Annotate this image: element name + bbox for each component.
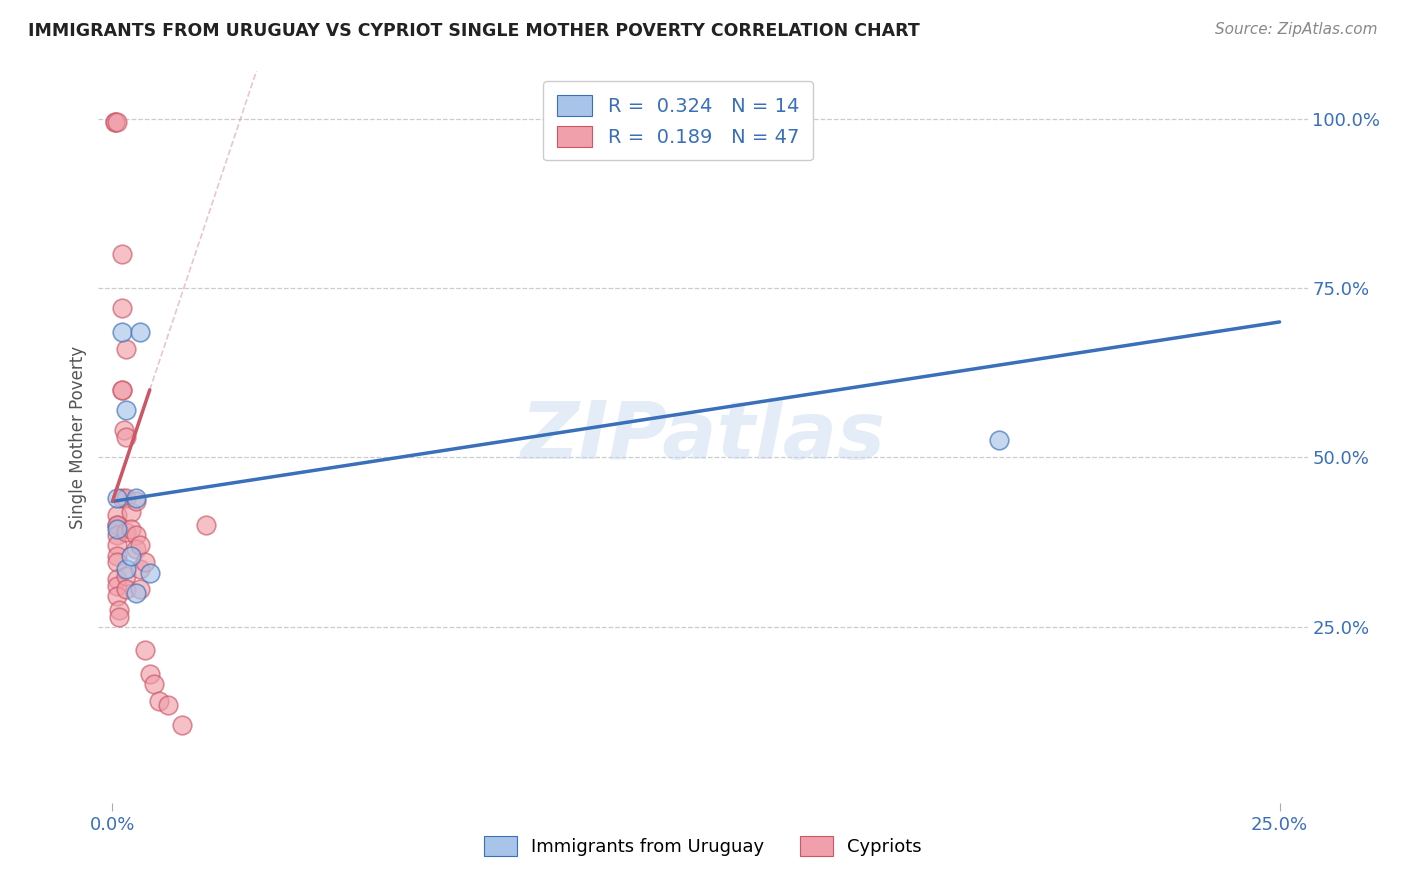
Point [108, 603, 131, 617]
Point [105, 491, 128, 505]
Text: Source: ZipAtlas.com: Source: ZipAtlas.com [1215, 22, 1378, 37]
Point [105, 538, 128, 552]
Point [115, 569, 138, 583]
Point [125, 491, 148, 505]
Point [105, 115, 128, 129]
Point [111, 383, 134, 397]
Point [134, 555, 156, 569]
Point [120, 549, 142, 563]
Point [125, 528, 148, 542]
Point [172, 718, 194, 732]
Point [105, 579, 128, 593]
Point [115, 491, 138, 505]
Point [115, 403, 138, 417]
Point [111, 301, 134, 316]
Point [157, 698, 180, 712]
Point [988, 434, 1011, 448]
Point [125, 541, 148, 556]
Point [105, 572, 128, 586]
Text: ZIPatlas: ZIPatlas [520, 398, 886, 476]
Point [129, 325, 152, 339]
Point [105, 518, 128, 533]
Point [129, 582, 152, 597]
Point [115, 342, 138, 356]
Point [139, 667, 162, 681]
Legend: Immigrants from Uruguay, Cypriots: Immigrants from Uruguay, Cypriots [477, 829, 929, 863]
Point [115, 562, 138, 576]
Point [134, 643, 156, 657]
Point [139, 566, 162, 580]
Point [105, 521, 128, 535]
Point [105, 555, 128, 569]
Point [148, 694, 170, 708]
Point [120, 521, 142, 535]
Point [115, 430, 138, 444]
Y-axis label: Single Mother Poverty: Single Mother Poverty [69, 345, 87, 529]
Point [105, 508, 128, 522]
Point [105, 528, 128, 542]
Point [120, 505, 142, 519]
Point [108, 609, 131, 624]
Point [143, 677, 166, 691]
Point [111, 325, 134, 339]
Point [194, 518, 217, 533]
Point [125, 586, 148, 600]
Point [614, 115, 637, 129]
Point [104, 115, 127, 129]
Point [105, 589, 128, 603]
Point [125, 494, 148, 508]
Point [104, 115, 127, 129]
Text: IMMIGRANTS FROM URUGUAY VS CYPRIOT SINGLE MOTHER POVERTY CORRELATION CHART: IMMIGRANTS FROM URUGUAY VS CYPRIOT SINGL… [28, 22, 920, 40]
Point [105, 549, 128, 563]
Point [111, 383, 134, 397]
Point [115, 582, 138, 597]
Point [105, 518, 128, 533]
Point [129, 538, 152, 552]
Point [129, 562, 152, 576]
Point [111, 247, 134, 261]
Point [115, 524, 138, 539]
Point [111, 491, 134, 505]
Point [112, 423, 135, 437]
